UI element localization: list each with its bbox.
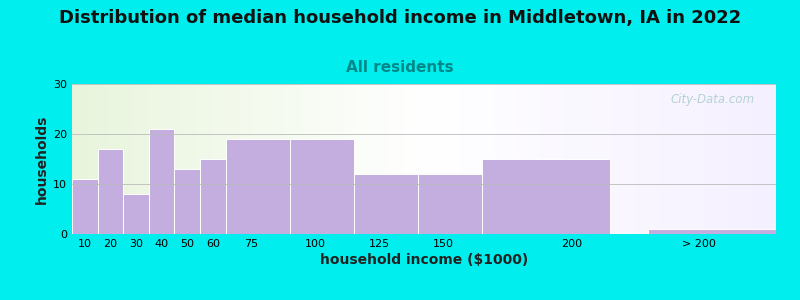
Bar (648, 229, 776, 234)
Bar (226, 139, 290, 234)
X-axis label: household income ($1000): household income ($1000) (320, 253, 528, 267)
Text: All residents: All residents (346, 60, 454, 75)
Bar (149, 129, 174, 234)
Bar (174, 169, 200, 234)
Bar (98, 149, 123, 234)
Text: City-Data.com: City-Data.com (670, 93, 755, 106)
Bar (482, 159, 610, 234)
Y-axis label: households: households (35, 114, 49, 204)
Bar (418, 174, 482, 234)
Bar (72, 179, 98, 234)
Bar (200, 159, 226, 234)
Text: Distribution of median household income in Middletown, IA in 2022: Distribution of median household income … (59, 9, 741, 27)
Bar (354, 174, 418, 234)
Bar (123, 194, 149, 234)
Bar (290, 139, 354, 234)
